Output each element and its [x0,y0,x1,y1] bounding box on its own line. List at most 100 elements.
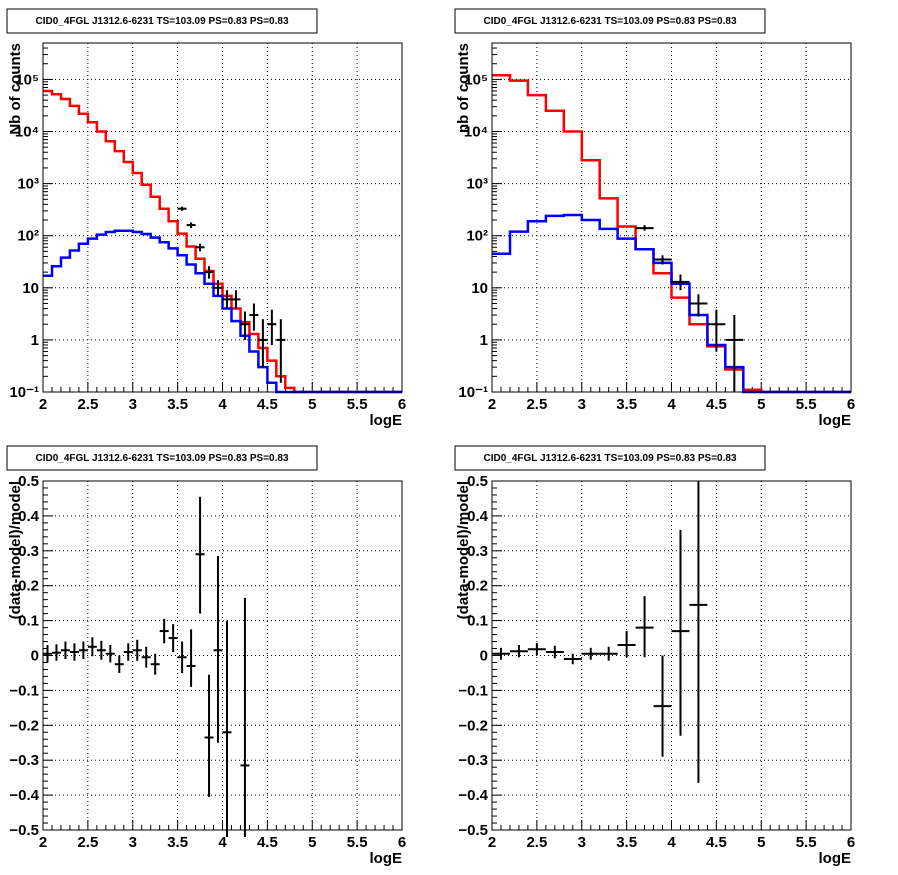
x-tick-label: 4 [218,396,227,413]
y-tick-label: −0.4 [458,787,488,804]
plot-frame [491,480,852,831]
x-tick-label: 2.5 [526,834,547,851]
plot-frame [42,42,403,393]
y-tick-label: 10⁻¹ [9,384,39,401]
y-tick-label: 0.3 [18,543,39,560]
data-point [276,319,286,383]
y-tick-label: 0 [480,648,488,665]
data-point [240,311,250,340]
y-tick-label: 0.5 [467,473,488,490]
data-point [222,620,232,837]
plot-frame [42,480,403,831]
x-tick-label: 2.5 [526,396,547,413]
x-tick-label: 4.5 [257,834,278,851]
data-point [563,653,582,665]
data-point [78,641,88,659]
data-point [213,556,223,743]
y-tick-label: 10⁵ [464,71,488,88]
data-point [204,266,214,279]
x-tick-label: 3 [129,834,137,851]
y-tick-label: 10⁵ [15,71,39,88]
data-point [635,225,654,231]
data-point [671,529,690,736]
data-point [168,624,178,653]
y-axis-title: (data-model)/model [455,481,472,619]
data-point [617,631,636,658]
data-point [671,274,690,291]
y-tick-label: −0.2 [9,717,39,734]
x-tick-label: 2 [39,396,47,413]
x-axis-title: logE [819,412,852,429]
data-point [707,309,726,352]
x-tick-label: 5.5 [796,396,817,413]
x-tick-label: 3.5 [616,396,637,413]
x-tick-label: 5.5 [347,396,368,413]
data-point [509,645,528,658]
chart-title-box [6,445,318,471]
y-tick-label: 0.5 [18,473,39,490]
data-point [653,255,672,265]
x-tick-label: 5.5 [796,834,817,851]
y-tick-label: −0.3 [9,752,39,769]
data-point [725,315,744,392]
y-tick-label: 0.4 [467,508,489,525]
data-point [177,641,187,673]
y-tick-label: 0.3 [467,543,488,560]
data-point [204,674,214,797]
y-tick-label: 10⁻¹ [458,384,488,401]
chart-title: CID0_4FGL J1312.6-6231 TS=103.09 PS=0.83… [483,453,736,464]
x-tick-label: 5 [757,396,765,413]
data-point [545,645,564,659]
y-axis-title: nb of counts [455,43,472,133]
data-point [114,655,124,673]
data-point [51,644,61,661]
x-tick-label: 5.5 [347,834,368,851]
chart-panel-tl: 2 2.5 3 3.5 4 4.5 5 5.5 6 10⁻¹ 1 10 10² 10³ 10⁴ 10⁵ logE… [6,8,406,429]
x-tick-label: 6 [398,396,406,413]
x-tick-label: 3.5 [167,834,188,851]
data-point [231,290,241,309]
data-point [195,496,205,614]
data-point [87,637,97,657]
x-tick-label: 6 [398,834,406,851]
chart-title: CID0_4FGL J1312.6-6231 TS=103.09 PS=0.83… [35,453,288,464]
x-tick-label: 4 [667,834,676,851]
histogram-line-red [492,74,851,394]
data-point [195,243,205,252]
y-tick-label: 10² [17,228,39,245]
y-tick-label: −0.2 [458,717,488,734]
x-tick-label: 3 [129,396,137,413]
y-tick-label: 10² [466,228,488,245]
y-axis-title: Nb of counts [7,43,24,135]
x-tick-label: 4.5 [257,396,278,413]
data-point [213,280,223,296]
y-tick-label: −0.1 [458,682,488,699]
data-point [267,309,277,345]
data-point [43,645,52,663]
x-tick-label: 4 [218,834,227,851]
y-tick-label: −0.3 [458,752,488,769]
data-point [653,655,672,757]
data-point [96,640,106,660]
x-tick-label: 3 [578,396,586,413]
data-point [60,641,70,659]
chart-title-box [454,8,766,34]
y-tick-label: −0.5 [9,822,39,839]
y-tick-label: 10⁴ [464,124,488,141]
data-point [492,647,510,660]
data-point [123,643,133,661]
x-tick-label: 2 [488,396,496,413]
data-point [105,645,115,663]
data-point [186,629,196,687]
chart-title-box [6,8,318,34]
data-point [599,646,618,661]
y-tick-label: 0.1 [18,613,39,630]
data-point [150,653,160,675]
x-tick-label: 2.5 [77,396,98,413]
data-point [249,303,259,331]
y-tick-label: −0.5 [458,822,488,839]
x-tick-label: 3 [578,834,586,851]
data-point [258,319,268,368]
y-tick-label: 0.2 [18,578,39,595]
